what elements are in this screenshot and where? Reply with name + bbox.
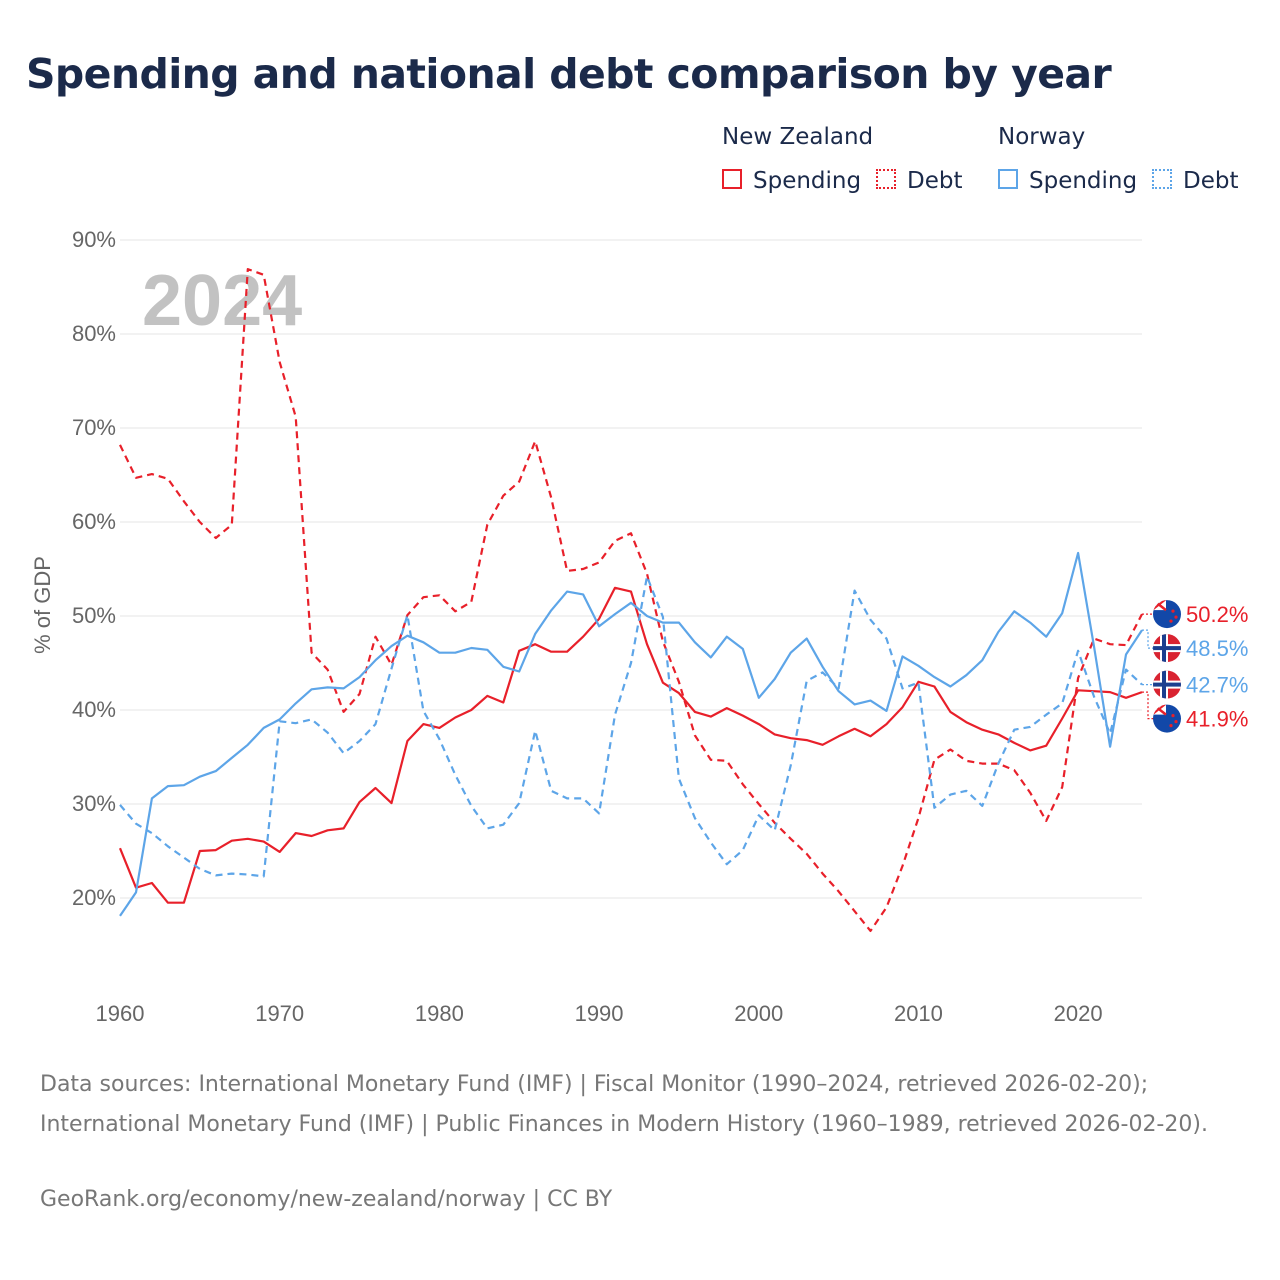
x-tick-label: 1970 [255,1001,304,1026]
x-tick-label: 2000 [734,1001,783,1026]
series-line-norway-debt[interactable] [119,575,1143,878]
legend-swatch-nz-debt [876,169,896,189]
x-tick-label: 1980 [415,1001,464,1026]
end-label-connector [1142,629,1157,649]
new-zealand-flag-icon [1152,599,1182,629]
x-tick-label: 1960 [96,1001,145,1026]
legend-swatch-no-spending [998,169,1018,189]
x-tick-label: 1990 [575,1001,624,1026]
new-zealand-flag-icon [1152,704,1182,734]
legend-group-new-zealand: New Zealand [722,124,874,150]
x-tick-label: 2010 [894,1001,943,1026]
legend-label-nz-spending[interactable]: Spending [753,168,862,194]
series-line-norway-spending[interactable] [119,551,1143,917]
x-tick-label: 2020 [1054,1001,1103,1026]
series-line-new-zealand-debt[interactable] [119,268,1143,933]
y-tick-label: 80% [72,321,116,346]
norway-flag-icon [1152,633,1182,663]
chart-title: Spending and national debt comparison by… [26,50,1112,98]
legend-label-no-debt[interactable]: Debt [1183,168,1239,194]
legend-label-no-spending[interactable]: Spending [1029,168,1138,194]
end-label-connector [1142,691,1157,720]
y-tick-label: 20% [72,885,116,910]
legend-group-norway: Norway [998,124,1086,150]
end-value-label: 42.7% [1186,673,1248,698]
end-value-label: 41.9% [1186,707,1248,732]
legend-swatch-nz-spending [722,169,742,189]
legend-swatch-no-debt [1152,169,1172,189]
end-value-label: 48.5% [1186,636,1248,661]
y-tick-label: 50% [72,603,116,628]
y-tick-label: 90% [72,227,116,252]
year-overlay: 2024 [142,261,302,341]
y-tick-label: 40% [72,697,116,722]
source-link[interactable]: GeoRank.org/economy/new-zealand/norway |… [40,1187,613,1212]
legend-label-nz-debt[interactable]: Debt [907,168,963,194]
norway-flag-icon [1152,670,1182,700]
y-tick-label: 60% [72,509,116,534]
y-axis-title: % of GDP [30,556,55,654]
chart-plot: 20% 30% 40% 50% 60% 70% 80% 90% 1960 1970 1980 1990… [30,227,1248,1026]
y-tick-label: 70% [72,415,116,440]
y-tick-label: 30% [72,791,116,816]
data-sources: Data sources: International Monetary Fun… [40,1072,1208,1137]
series-line-new-zealand-spending[interactable] [118,586,1143,904]
end-value-label: 50.2% [1186,602,1248,627]
